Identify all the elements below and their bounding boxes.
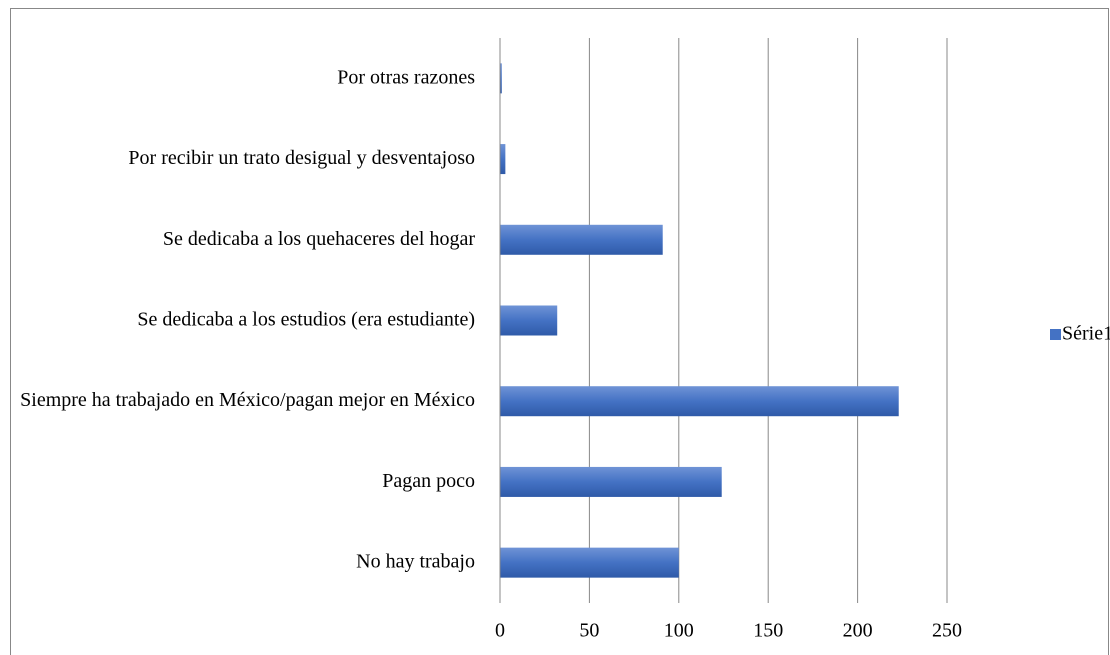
bar [500,386,899,417]
y-tick-label: No hay trabajo [356,550,475,572]
bar [500,63,502,94]
bar [500,305,558,336]
chart-frame [10,8,1109,655]
bar [500,547,679,578]
y-tick-label: Se dedicaba a los quehaceres del hogar [163,227,475,249]
y-tick-label: Se dedicaba a los estudios (era estudian… [137,308,475,330]
x-tick-label: 150 [753,620,783,642]
bar [500,144,506,175]
y-tick-label: Pagan poco [382,470,475,492]
y-tick-label: Por recibir un trato desigual y desventa… [128,147,475,169]
x-tick-label: 250 [932,620,962,642]
legend-swatch [1050,329,1061,340]
bar [500,224,663,255]
y-tick-label: Siempre ha trabajado en México/pagan mej… [20,389,475,411]
x-tick-label: 50 [579,620,599,642]
x-tick-label: 100 [664,620,694,642]
x-tick-label: 0 [495,620,505,642]
y-tick-label: Por otras razones [337,66,475,88]
x-tick-label: 200 [843,620,873,642]
legend-label: Série1 [1062,323,1110,345]
bar [500,466,722,497]
